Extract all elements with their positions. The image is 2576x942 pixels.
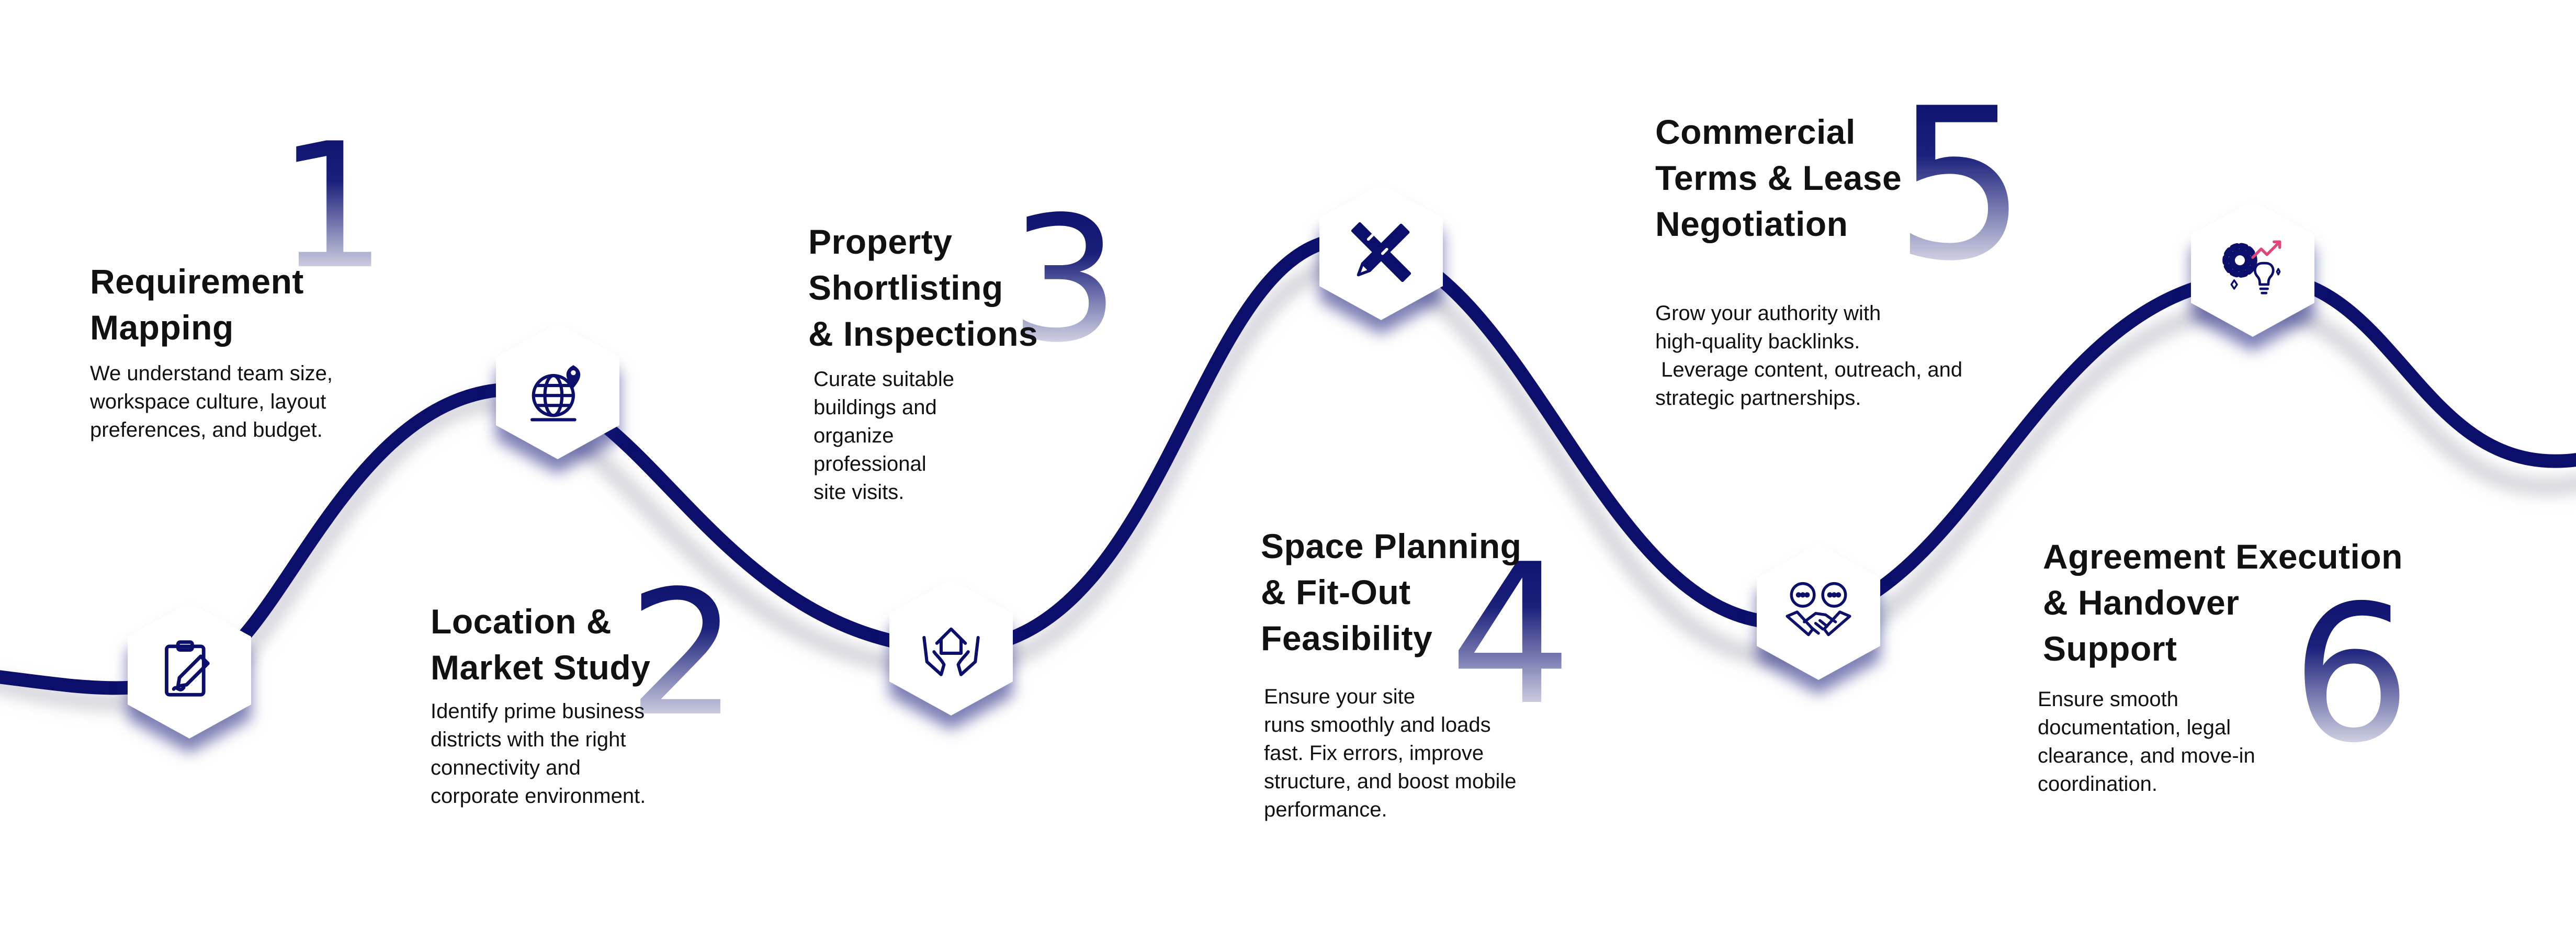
step-number-1: 1 — [277, 106, 387, 307]
step-number-2: 2 — [628, 553, 738, 754]
step-3-hexagon — [889, 580, 1013, 716]
step-title-3: Property Shortlisting & Inspections — [808, 222, 1038, 353]
step-desc-2: Identify prime business districts with th… — [431, 700, 646, 808]
wave-line — [0, 232, 2576, 695]
step-title-6: Agreement Execution & Handover Support — [2043, 537, 2403, 668]
house-hands-icon — [922, 627, 980, 676]
step-desc-5: Grow your authority with high-quality bac… — [1655, 302, 1963, 410]
step-title-2: Location & Market Study — [431, 602, 651, 687]
step-desc-4: Ensure your site runs smoothly and loads f… — [1264, 685, 1517, 821]
step-5-hexagon — [1757, 544, 1880, 680]
step-4-hexagon — [1319, 184, 1443, 320]
step-number-6: 6 — [2291, 565, 2412, 784]
step-number-3: 3 — [1010, 179, 1120, 380]
step-number-5: 5 — [1894, 64, 2027, 307]
pencil-ruler-icon — [1351, 222, 1411, 282]
step-title-5: Commercial Terms & Lease Negotiation — [1655, 112, 1902, 243]
wave-shadow — [0, 256, 2576, 711]
globe-pin-icon — [530, 365, 581, 422]
step-title-4: Space Planning & Fit-Out Feasibility — [1261, 527, 1522, 657]
gear-bulb-icon — [2222, 240, 2281, 294]
step-number-4: 4 — [1449, 523, 1573, 748]
step-1-hexagon — [128, 603, 251, 739]
step-desc-1: We understand team size, workspace cultur… — [90, 362, 333, 441]
clipboard-pen-icon — [165, 640, 210, 697]
step-desc-6: Ensure smooth documentation, legal clearan… — [2038, 688, 2255, 796]
step-2-hexagon — [496, 323, 619, 459]
step-title-1: Requirement Mapping — [90, 262, 304, 347]
step-6-hexagon — [2191, 201, 2314, 337]
handshake-chat-icon — [1786, 582, 1851, 637]
step-desc-3: Curate suitable buildings and organize prof… — [814, 368, 955, 504]
